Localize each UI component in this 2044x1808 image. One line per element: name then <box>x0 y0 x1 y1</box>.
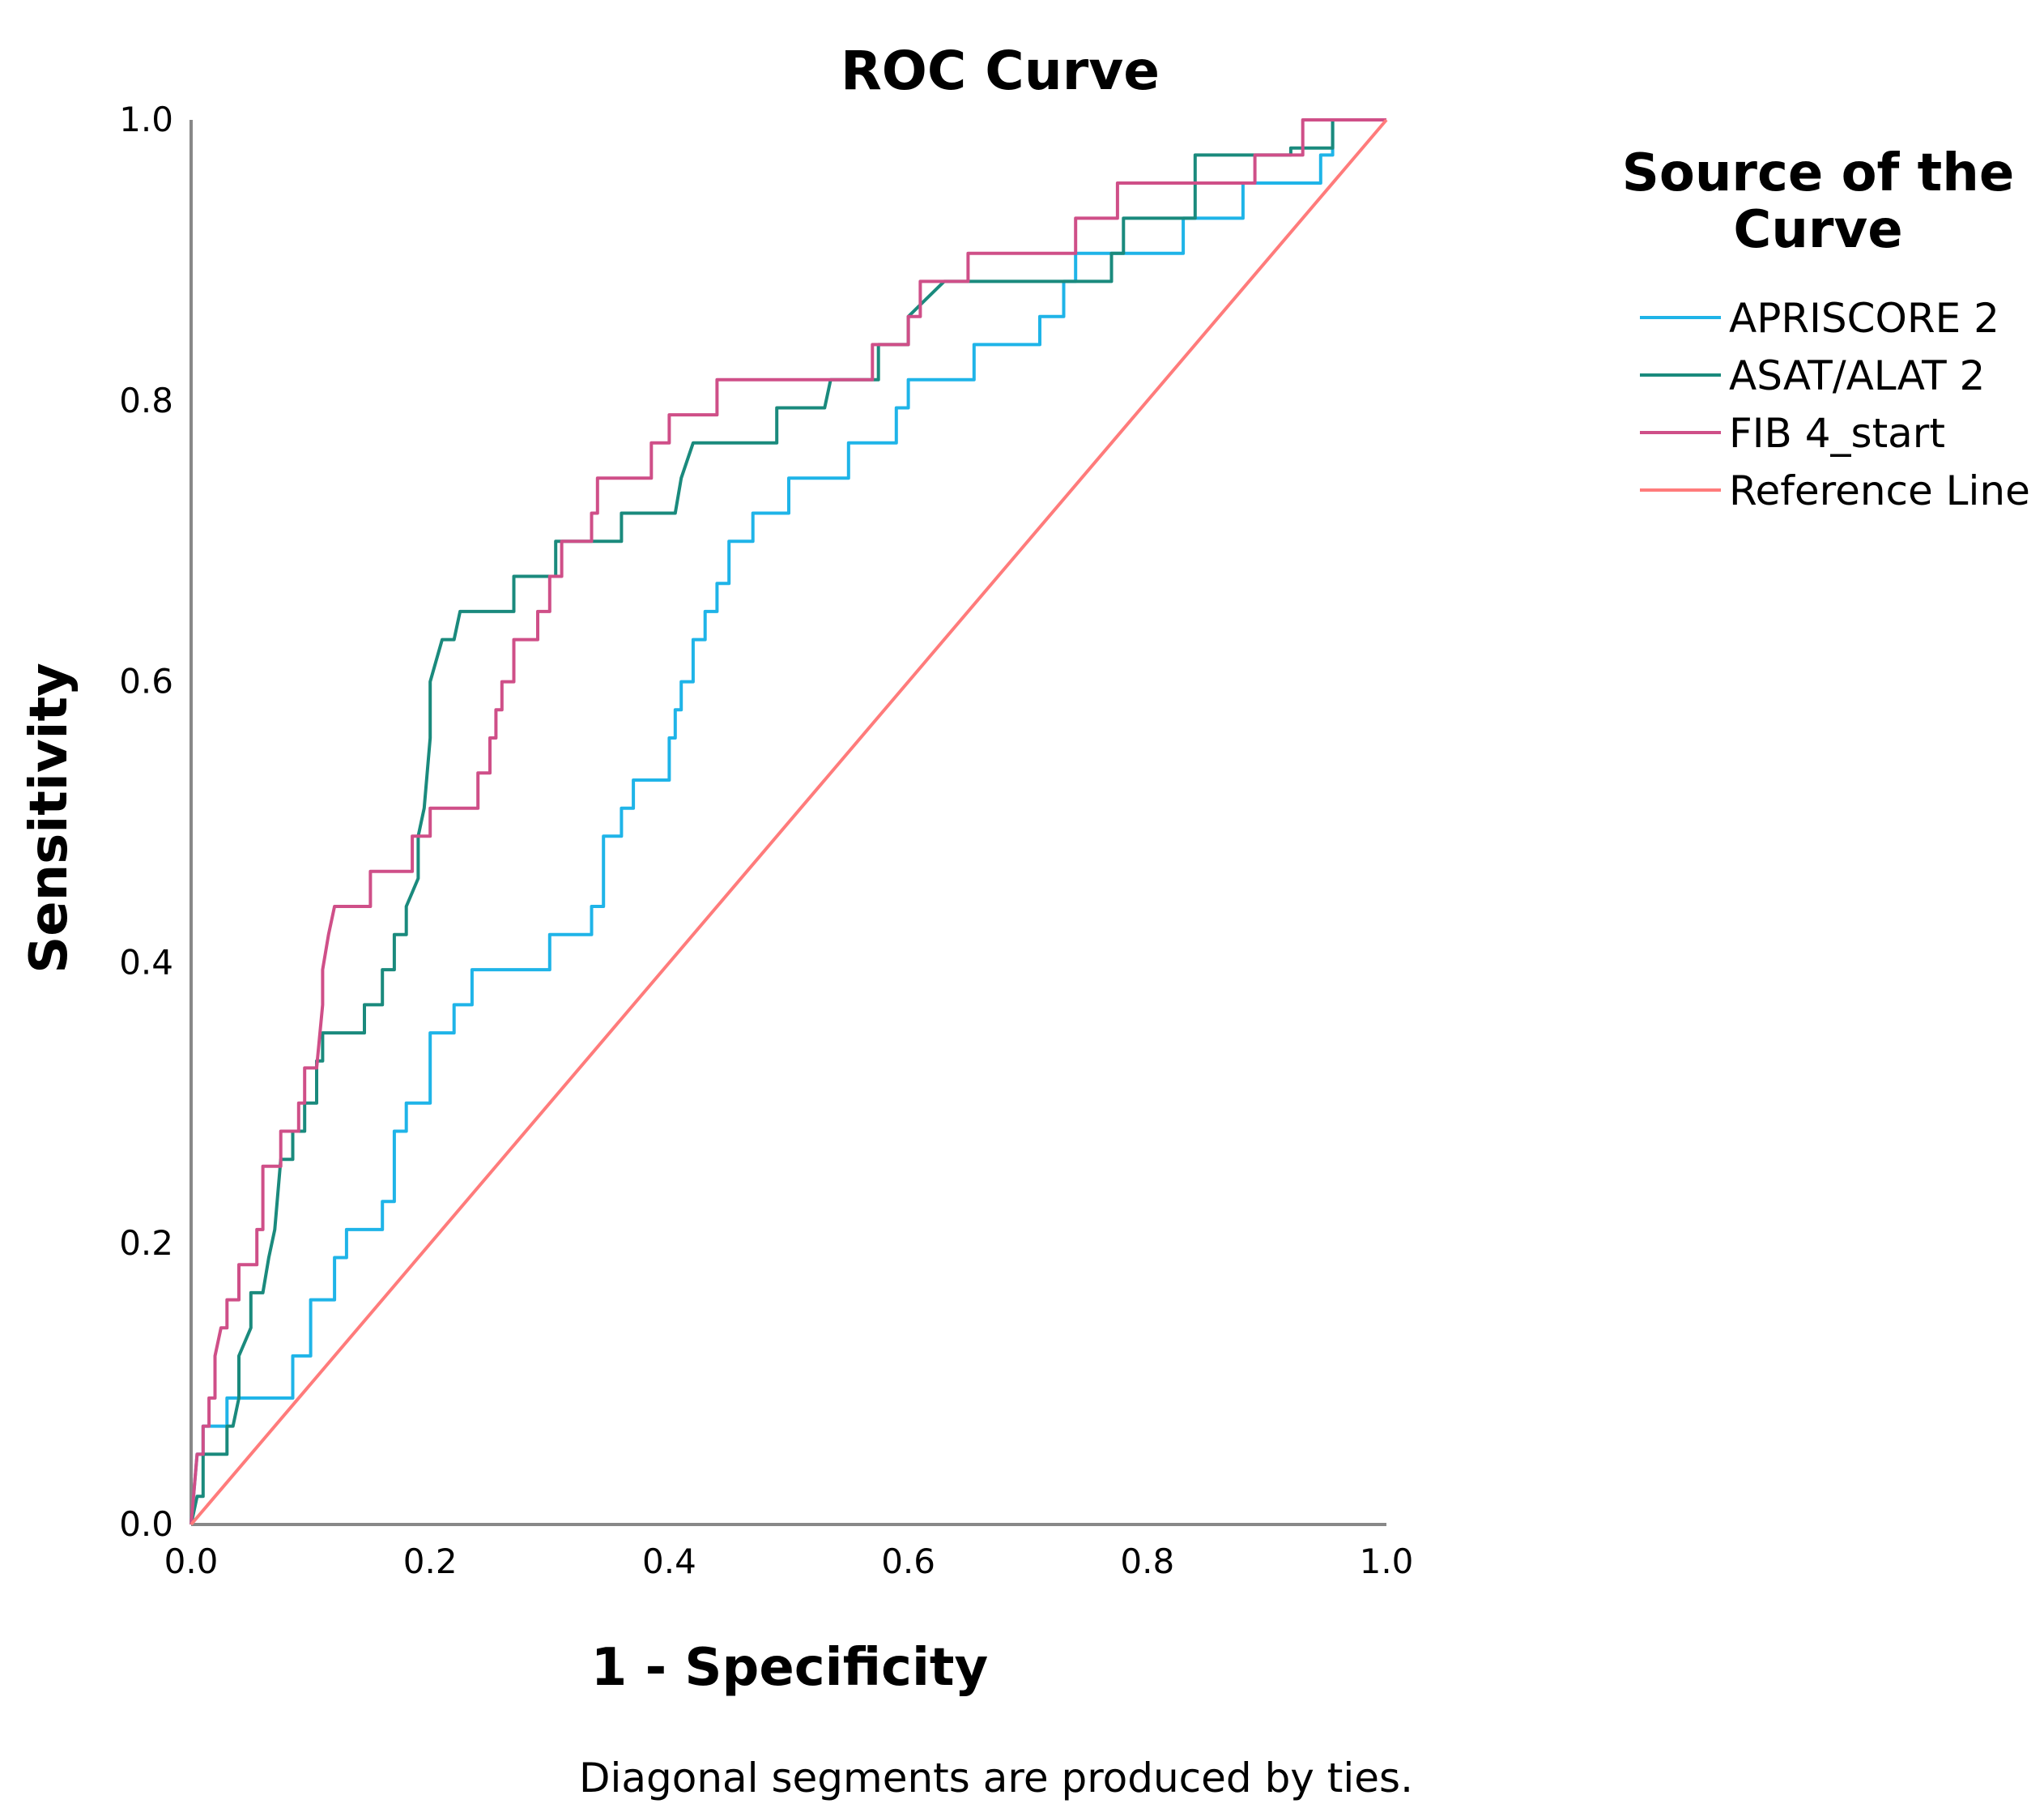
y-tick-label: 1.0 <box>119 100 173 139</box>
x-axis-title: 1 - Specificity <box>591 1638 988 1698</box>
legend-label-reference-line: Reference Line <box>1729 467 2030 514</box>
y-tick-label: 0.2 <box>119 1223 173 1263</box>
y-axis-title: Sensitivity <box>19 663 79 974</box>
legend-label-asat-alat-2: ASAT/ALAT 2 <box>1729 352 1985 399</box>
x-tick-label: 1.0 <box>1360 1541 1414 1581</box>
x-tick-label: 0.4 <box>642 1541 696 1581</box>
chart-title: ROC Curve <box>841 40 1160 102</box>
x-tick-label: 0.2 <box>403 1541 458 1581</box>
y-tick-label: 0.6 <box>119 662 173 701</box>
y-ticks: 0.0 0.2 0.4 0.6 0.8 1.0 <box>119 100 173 1544</box>
legend-label-apriscore-2: APRISCORE 2 <box>1729 295 1999 342</box>
x-tick-label: 0.6 <box>881 1541 935 1581</box>
x-ticks: 0.0 0.2 0.4 0.6 0.8 1.0 <box>164 1541 1414 1581</box>
plot-area: 0.0 0.2 0.4 0.6 0.8 1.0 0.0 0.2 0.4 0.6 0.8 1.0 <box>119 100 1413 1581</box>
x-tick-label: 0.0 <box>164 1541 219 1581</box>
legend: Source of the Curve APRISCORE 2 ASAT/ALAT… <box>1622 143 2030 514</box>
series-line-fib-4-start <box>189 118 1386 1525</box>
legend-title-line2: Curve <box>1733 200 1902 260</box>
series-lines <box>189 118 1388 1526</box>
chart-footnote: Diagonal segments are produced by ties. <box>579 1755 1413 1802</box>
legend-title-line1: Source of the <box>1622 143 2014 203</box>
y-tick-label: 0.8 <box>119 381 173 420</box>
legend-items: APRISCORE 2 ASAT/ALAT 2 FIB 4_start Referen… <box>1640 295 2030 514</box>
series-line-reference-line <box>189 118 1388 1526</box>
y-tick-label: 0.0 <box>119 1504 173 1544</box>
x-tick-label: 0.8 <box>1120 1541 1174 1581</box>
series-line-apriscore-2 <box>189 118 1386 1525</box>
series-line-asat-alat-2 <box>189 118 1386 1525</box>
legend-label-fib-4-start: FIB 4_start <box>1729 410 1945 457</box>
y-tick-label: 0.4 <box>119 942 173 982</box>
